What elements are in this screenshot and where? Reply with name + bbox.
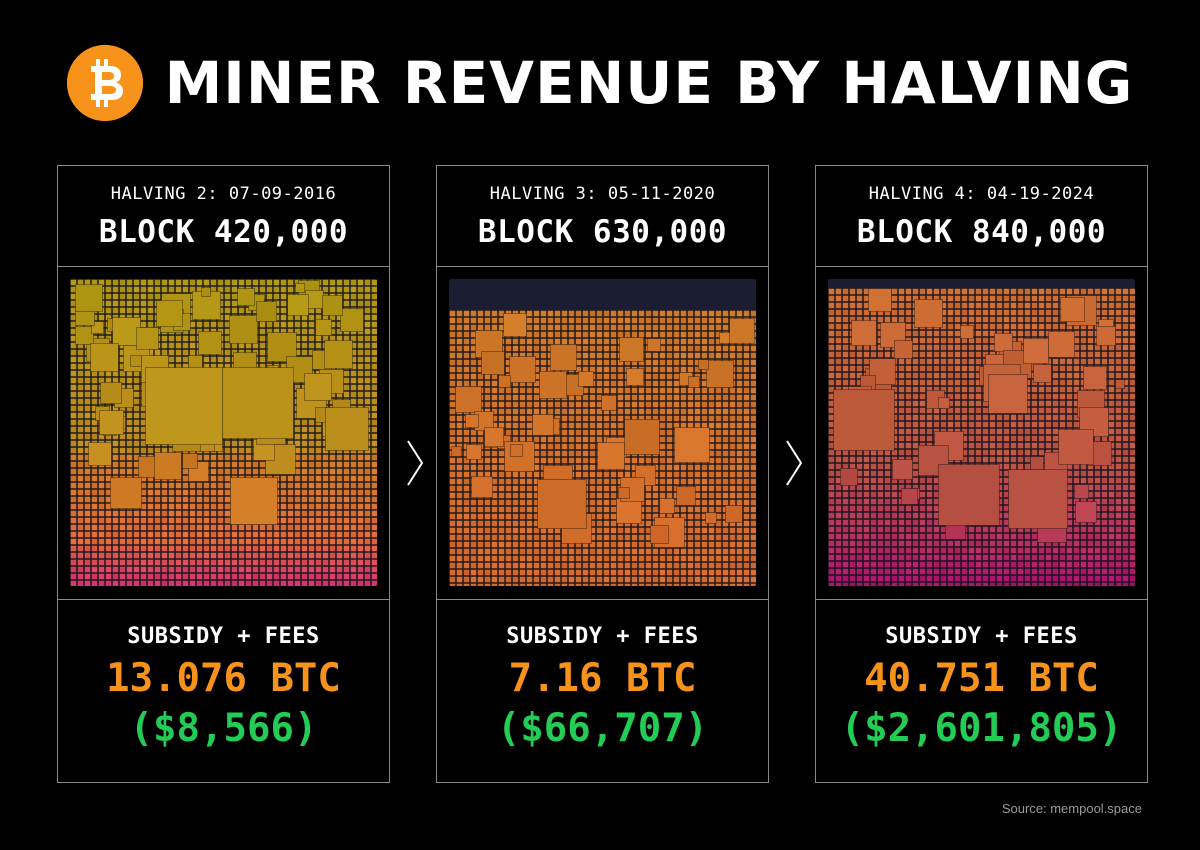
page-title: MINER REVENUE BY HALVING	[164, 49, 1134, 117]
btc-revenue: 7.16 BTC	[508, 656, 697, 701]
transaction-tiles	[70, 279, 377, 586]
revenue-caption: SUBSIDY + FEES	[506, 624, 699, 649]
panel-footer: SUBSIDY + FEES 40.751 BTC ($2,601,805)	[816, 599, 1147, 784]
btc-revenue: 13.076 BTC	[106, 656, 341, 701]
halving-date: HALVING 4: 04-19-2024	[868, 184, 1095, 204]
halving-panel-2: HALVING 2: 07-09-2016 BLOCK 420,000 SUBS…	[57, 165, 390, 783]
revenue-caption: SUBSIDY + FEES	[127, 624, 320, 649]
source-credit: Source: mempool.space	[1001, 801, 1142, 816]
chevron-right-icon	[786, 440, 803, 486]
panel-header: HALVING 4: 04-19-2024 BLOCK 840,000	[816, 166, 1147, 267]
halving-panel-3: HALVING 3: 05-11-2020 BLOCK 630,000 SUBS…	[436, 165, 769, 783]
block-height: BLOCK 420,000	[98, 214, 349, 250]
chevron-right-icon	[407, 440, 424, 486]
transaction-tiles	[449, 310, 756, 586]
halving-date: HALVING 3: 05-11-2020	[489, 184, 716, 204]
transaction-tiles	[828, 288, 1135, 586]
halving-panel-4: HALVING 4: 04-19-2024 BLOCK 840,000 SUBS…	[815, 165, 1148, 783]
revenue-caption: SUBSIDY + FEES	[885, 624, 1078, 649]
bitcoin-logo-icon	[66, 45, 143, 121]
usd-revenue: ($8,566)	[129, 706, 318, 751]
halving-date: HALVING 2: 07-09-2016	[110, 184, 337, 204]
block-treemap	[828, 279, 1135, 586]
btc-revenue: 40.751 BTC	[864, 656, 1099, 701]
usd-revenue: ($2,601,805)	[840, 706, 1123, 751]
block-treemap	[70, 279, 377, 586]
panel-footer: SUBSIDY + FEES 13.076 BTC ($8,566)	[58, 599, 389, 784]
block-height: BLOCK 840,000	[856, 214, 1107, 250]
panel-header: HALVING 3: 05-11-2020 BLOCK 630,000	[437, 166, 768, 267]
header: MINER REVENUE BY HALVING	[0, 38, 1200, 128]
block-height: BLOCK 630,000	[477, 214, 728, 250]
panel-footer: SUBSIDY + FEES 7.16 BTC ($66,707)	[437, 599, 768, 784]
block-treemap	[449, 279, 756, 586]
panel-header: HALVING 2: 07-09-2016 BLOCK 420,000	[58, 166, 389, 267]
usd-revenue: ($66,707)	[496, 706, 709, 751]
